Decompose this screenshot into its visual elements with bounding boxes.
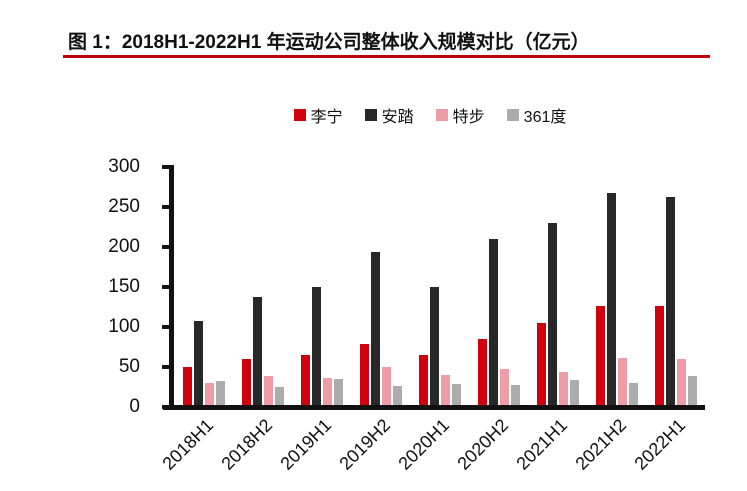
chart-legend: 李宁 安踏 特步 361度: [150, 103, 710, 127]
y-tick-label-200: 200: [108, 236, 140, 257]
bar-361-degrees-2020H2: [510, 385, 520, 405]
y-tick-250: [162, 205, 169, 209]
y-tick-label-250: 250: [108, 196, 140, 217]
legend-label-361-degrees: 361度: [523, 109, 567, 126]
bar-361-degrees-2018H2: [274, 387, 284, 405]
x-axis-label-2019H1: 2019H1: [276, 415, 336, 474]
bar-anta-2022H1: [665, 197, 675, 405]
bar-li-ning-2020H2: [477, 338, 487, 405]
bar-anta-2018H1: [193, 321, 203, 405]
bar-group-2019H2: 2019H2: [336, 165, 410, 474]
bar-xtep-2018H1: [204, 383, 214, 405]
bar-group-2022H1: 2022H1: [631, 165, 705, 474]
bar-xtep-2018H2: [263, 376, 273, 405]
bar-anta-2021H1: [547, 222, 557, 405]
bar-xtep-2019H2: [381, 366, 391, 405]
x-axis-label-2019H2: 2019H2: [335, 415, 395, 474]
legend-item-anta: 安踏: [364, 103, 414, 127]
x-axis-label-2018H2: 2018H2: [217, 415, 277, 474]
bar-li-ning-2020H1: [418, 355, 428, 405]
bar-anta-2020H1: [429, 287, 439, 405]
figure-title: 图 1：2018H1-2022H1 年运动公司整体收入规模对比（亿元）: [68, 32, 590, 53]
y-axis-line: [169, 165, 174, 410]
bar-361-degrees-2020H1: [451, 384, 461, 405]
bar-361-degrees-2021H1: [569, 380, 579, 405]
bar-anta-2019H1: [311, 286, 321, 405]
bar-li-ning-2021H1: [536, 323, 546, 405]
bar-361-degrees-2019H2: [392, 385, 402, 405]
bar-xtep-2021H1: [558, 372, 568, 405]
bar-group-2020H2: 2020H2: [454, 165, 528, 474]
bar-anta-2018H2: [252, 297, 262, 405]
title-underline: [63, 55, 710, 58]
x-axis-label-2021H2: 2021H2: [571, 415, 631, 474]
x-axis-label-2020H2: 2020H2: [453, 415, 513, 474]
bar-xtep-2019H1: [322, 377, 332, 405]
bar-group-2021H2: 2021H2: [572, 165, 646, 474]
bar-li-ning-2019H1: [300, 354, 310, 405]
plot-area: 2018H1 2018H2 2019H1 2019H2 2020H1 2020H2 2021…: [159, 165, 705, 474]
bar-li-ning-2021H2: [595, 305, 605, 405]
legend-label-xtep: 特步: [452, 109, 485, 126]
y-tick-label-300: 300: [108, 156, 140, 177]
bar-361-degrees-2019H1: [333, 379, 343, 405]
legend-swatch-li-ning: [293, 109, 306, 121]
bar-anta-2020H2: [488, 238, 498, 405]
y-tick-150: [162, 285, 169, 289]
bar-361-degrees-2021H2: [628, 382, 638, 405]
bar-group-2021H1: 2021H1: [513, 165, 587, 474]
bar-li-ning-2018H2: [241, 358, 251, 405]
bar-li-ning-2018H1: [182, 367, 192, 405]
bar-361-degrees-2022H1: [687, 376, 697, 405]
bar-group-2018H2: 2018H2: [218, 165, 292, 474]
legend-item-361-degrees: 361度: [506, 103, 567, 127]
y-tick-label-150: 150: [108, 276, 140, 297]
x-axis-label-2022H1: 2022H1: [630, 415, 690, 474]
y-tick-label-50: 50: [118, 356, 140, 377]
legend-label-li-ning: 李宁: [310, 109, 343, 126]
x-axis-line: [163, 405, 705, 410]
legend-swatch-xtep: [435, 109, 448, 121]
bar-group-2019H1: 2019H1: [277, 165, 351, 474]
bar-xtep-2020H2: [499, 369, 509, 405]
bar-xtep-2021H2: [617, 357, 627, 405]
legend-swatch-361-degrees: [506, 109, 519, 121]
bar-li-ning-2022H1: [654, 305, 664, 405]
y-tick-300: [162, 165, 169, 169]
y-tick-label-0: 0: [129, 396, 140, 417]
legend-swatch-anta: [364, 109, 377, 121]
x-axis-label-2020H1: 2020H1: [394, 415, 454, 474]
y-tick-50: [162, 365, 169, 369]
legend-item-li-ning: 李宁: [293, 103, 343, 127]
bar-group-2020H1: 2020H1: [395, 165, 469, 474]
legend-label-anta: 安踏: [381, 109, 414, 126]
x-axis-label-2021H1: 2021H1: [512, 415, 572, 474]
legend-item-xtep: 特步: [435, 103, 485, 127]
bar-group-2018H1: 2018H1: [159, 165, 233, 474]
y-tick-0: [162, 405, 169, 409]
y-tick-200: [162, 245, 169, 249]
bar-anta-2021H2: [606, 193, 616, 405]
bar-xtep-2020H1: [440, 375, 450, 405]
x-axis-label-2018H1: 2018H1: [158, 415, 218, 474]
y-tick-label-100: 100: [108, 316, 140, 337]
y-tick-100: [162, 325, 169, 329]
bar-361-degrees-2018H1: [215, 381, 225, 405]
bar-anta-2019H2: [370, 252, 380, 405]
bar-xtep-2022H1: [676, 359, 686, 405]
bar-li-ning-2019H2: [359, 344, 369, 405]
